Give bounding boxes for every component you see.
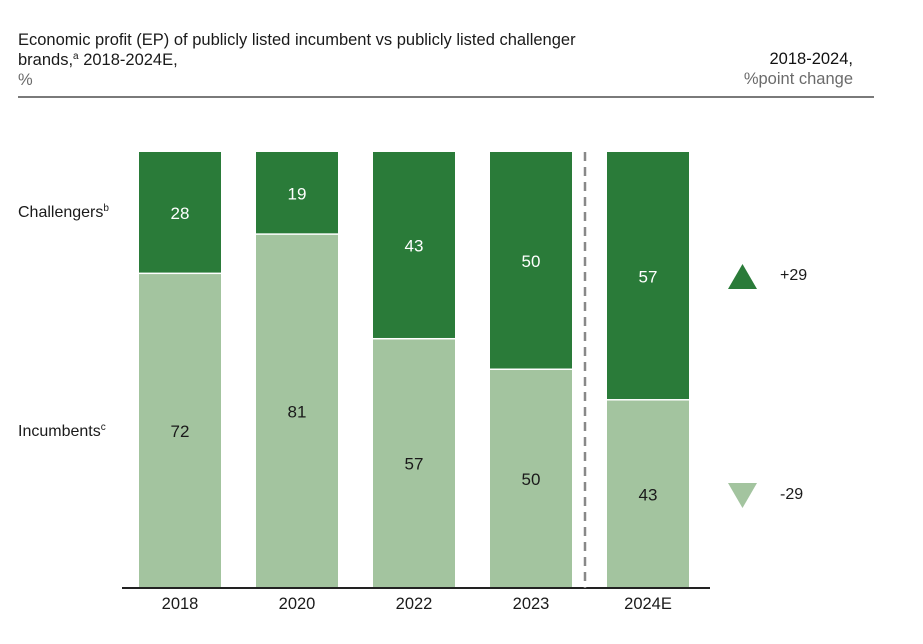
- x-tick-label-2022: 2022: [396, 595, 433, 613]
- x-tick-label-2020: 2020: [279, 595, 316, 613]
- incumbents-change-value: -29: [780, 486, 804, 503]
- data-label-incumbents-2020: 81: [288, 402, 307, 421]
- data-label-incumbents-2018: 72: [171, 422, 190, 441]
- row-label-challengers: Challengersb: [18, 203, 109, 222]
- unit-label: %: [18, 71, 33, 89]
- bar-incumbents-2024E: [607, 400, 689, 588]
- bar-incumbents-2022: [373, 339, 455, 588]
- data-label-challengers-2020: 19: [288, 184, 307, 203]
- challengers-change-value: +29: [780, 267, 808, 284]
- bar-challengers-2020: [256, 152, 338, 234]
- data-label-incumbents-2024E: 43: [639, 485, 658, 504]
- x-tick-label-2023: 2023: [513, 595, 550, 613]
- data-label-challengers-2023: 50: [522, 252, 541, 271]
- bar-incumbents-2018: [139, 274, 221, 588]
- header-rule: [18, 96, 874, 98]
- row-label-incumbents: Incumbentsc: [18, 422, 106, 441]
- change-header-title: 2018-2024,: [769, 50, 854, 68]
- bar-challengers-2018: [139, 152, 221, 273]
- x-tick-label-2018: 2018: [162, 595, 199, 613]
- change-header-subtitle: %point change: [743, 70, 853, 88]
- triangle-up-icon: [728, 264, 757, 289]
- data-label-challengers-2018: 28: [171, 204, 190, 223]
- data-label-challengers-2022: 43: [405, 237, 424, 256]
- data-label-incumbents-2022: 57: [405, 455, 424, 474]
- bar-challengers-2022: [373, 152, 455, 338]
- bar-incumbents-2023: [490, 370, 572, 588]
- bar-incumbents-2020: [256, 234, 338, 588]
- data-label-challengers-2024E: 57: [639, 267, 658, 286]
- bar-challengers-2023: [490, 152, 572, 369]
- footnote-a: a: [73, 51, 79, 62]
- bar-challengers-2024E: [607, 152, 689, 400]
- data-label-incumbents-2023: 50: [522, 470, 541, 489]
- title-line-1: Economic profit (EP) of publicly listed …: [18, 31, 576, 49]
- chart-title: Economic profit (EP) of publicly listed …: [18, 30, 576, 90]
- x-tick-label-2024E: 2024E: [624, 595, 672, 613]
- title-line-2: brands,a 2018-2024E,: [18, 51, 178, 69]
- triangle-down-icon: [728, 483, 757, 508]
- change-header: 2018-2024, %point change: [744, 49, 853, 89]
